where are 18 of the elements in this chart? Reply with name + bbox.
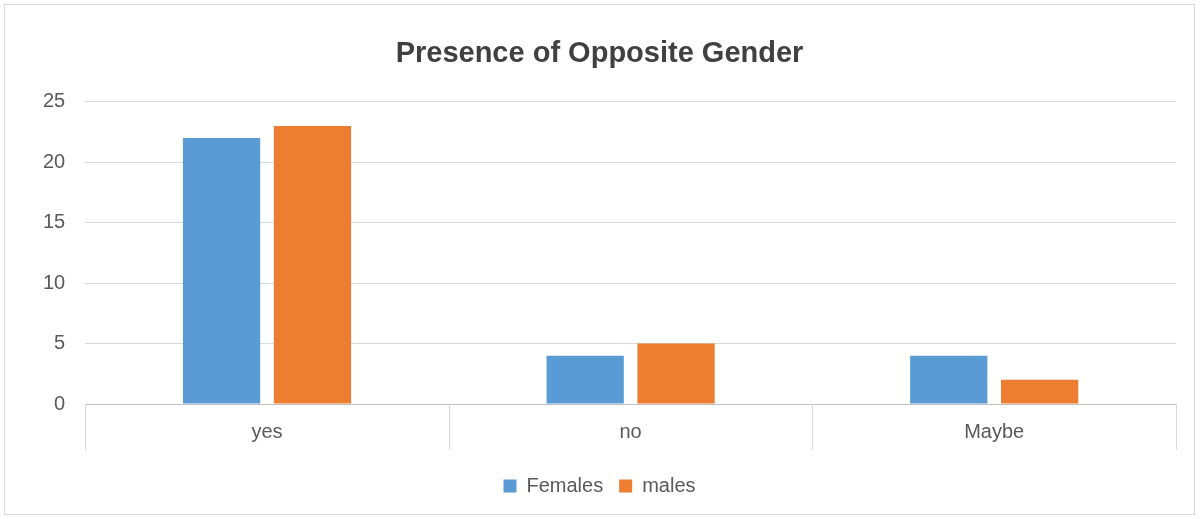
bar [910,355,988,404]
bar [546,355,624,404]
y-tick-label: 20 [43,149,66,172]
y-tick-label: 10 [43,270,66,293]
x-tick-label: yes [251,419,283,442]
legend-label: males [642,473,696,496]
bar [1001,379,1079,404]
y-tick-label: 0 [54,391,66,414]
y-tick-label: 25 [43,89,66,112]
bar [637,343,715,404]
bar [273,125,352,404]
y-tick-label: 5 [54,331,66,354]
bar [182,138,261,404]
x-tick-label: no [619,419,642,442]
x-tick-label: Maybe [964,419,1025,442]
y-tick-label: 15 [43,210,66,233]
legend-label: Females [526,473,604,496]
chart-title: Presence of Opposite Gender [395,36,804,69]
